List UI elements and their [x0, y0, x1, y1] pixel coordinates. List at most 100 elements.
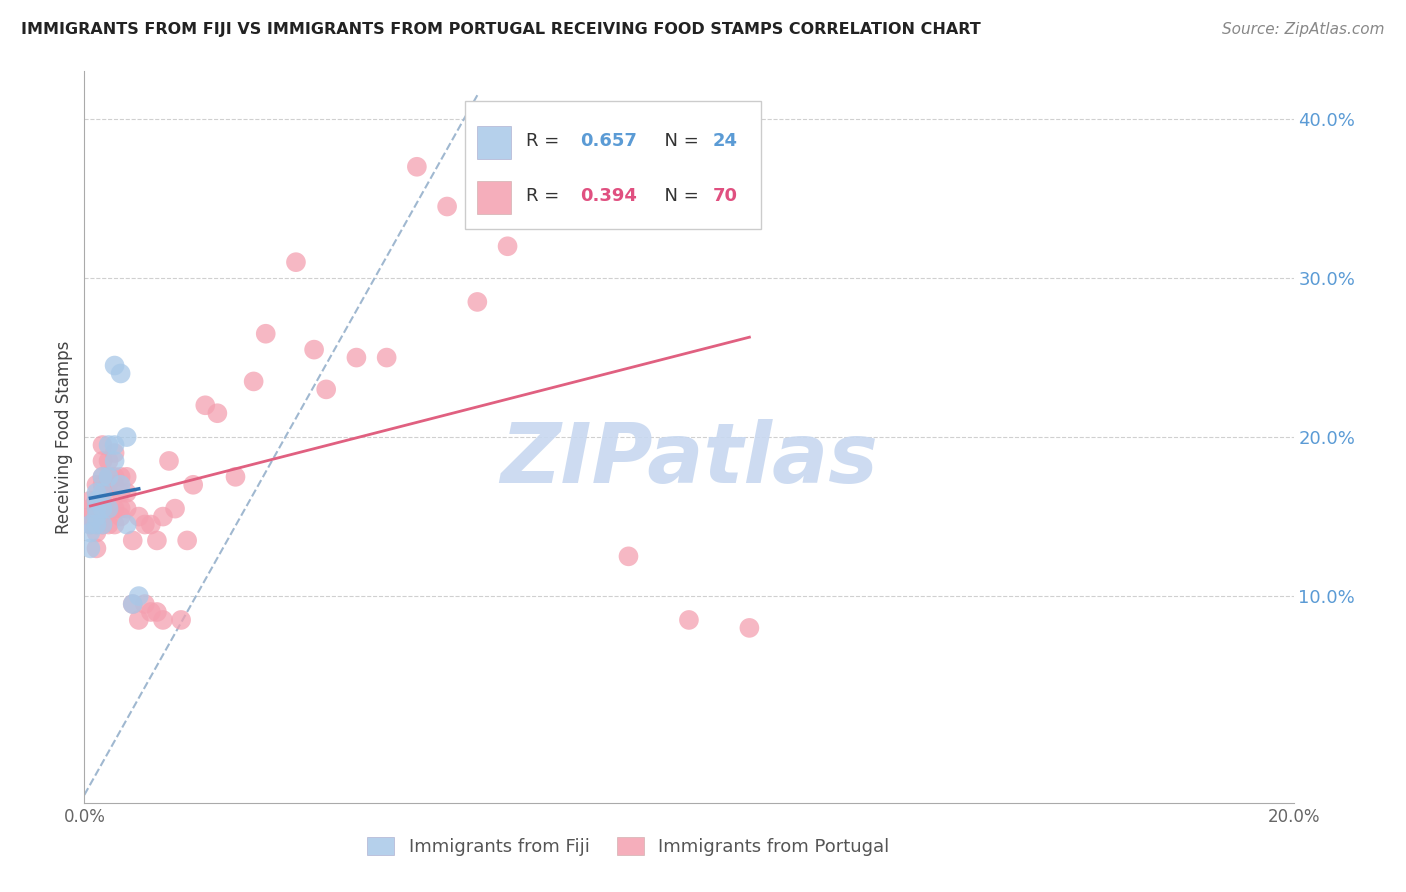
- Point: [86, 485, 108, 500]
- Legend: Immigrants from Fiji, Immigrants from Portugal: Immigrants from Fiji, Immigrants from Po…: [360, 830, 897, 863]
- Point: [86, 517, 108, 532]
- Point: [86, 525, 108, 540]
- Point: [115, 470, 138, 484]
- Point: [97, 470, 120, 484]
- Point: [285, 255, 308, 269]
- Text: N =: N =: [652, 132, 704, 150]
- Point: [165, 501, 187, 516]
- Point: [104, 454, 127, 468]
- Point: [86, 517, 108, 532]
- Point: [79, 541, 101, 556]
- Point: [139, 517, 162, 532]
- Point: [128, 613, 150, 627]
- Point: [242, 375, 264, 389]
- Point: [315, 383, 337, 397]
- Point: [110, 367, 132, 381]
- Point: [146, 533, 169, 548]
- Point: [91, 517, 114, 532]
- Text: N =: N =: [652, 186, 704, 204]
- Point: [115, 501, 138, 516]
- Text: 0.657: 0.657: [581, 132, 637, 150]
- Point: [181, 477, 204, 491]
- Point: [104, 446, 127, 460]
- Point: [91, 470, 114, 484]
- Point: [170, 613, 193, 627]
- Point: [157, 454, 180, 468]
- Point: [104, 501, 127, 516]
- Point: [146, 605, 169, 619]
- Point: [97, 485, 120, 500]
- Point: [302, 343, 325, 357]
- Text: 24: 24: [713, 132, 738, 150]
- Point: [738, 621, 761, 635]
- Point: [91, 501, 114, 516]
- Point: [110, 477, 132, 491]
- Point: [86, 493, 108, 508]
- Point: [91, 454, 114, 468]
- Point: [121, 597, 143, 611]
- Point: [110, 470, 132, 484]
- Point: [176, 533, 198, 548]
- Point: [115, 430, 138, 444]
- Point: [134, 597, 156, 611]
- Point: [79, 501, 101, 516]
- Text: Source: ZipAtlas.com: Source: ZipAtlas.com: [1222, 22, 1385, 37]
- FancyBboxPatch shape: [465, 101, 762, 228]
- Point: [79, 525, 101, 540]
- Text: 0.394: 0.394: [581, 186, 637, 204]
- Point: [91, 470, 114, 484]
- Point: [496, 239, 519, 253]
- Point: [207, 406, 229, 420]
- Point: [79, 493, 101, 508]
- FancyBboxPatch shape: [478, 127, 512, 159]
- Point: [104, 517, 127, 532]
- Point: [346, 351, 368, 365]
- Text: R =: R =: [526, 132, 565, 150]
- Point: [557, 184, 579, 198]
- Point: [110, 509, 132, 524]
- Point: [139, 605, 162, 619]
- Point: [678, 613, 700, 627]
- Point: [436, 200, 458, 214]
- Point: [86, 541, 108, 556]
- Point: [97, 470, 120, 484]
- Point: [97, 501, 120, 516]
- Point: [254, 326, 277, 341]
- Text: R =: R =: [526, 186, 565, 204]
- Point: [91, 477, 114, 491]
- Point: [115, 485, 138, 500]
- Point: [91, 517, 114, 532]
- Point: [152, 509, 174, 524]
- Point: [128, 509, 150, 524]
- Point: [91, 501, 114, 516]
- Point: [121, 597, 143, 611]
- Point: [86, 509, 108, 524]
- Point: [86, 501, 108, 516]
- Point: [134, 517, 156, 532]
- Point: [110, 501, 132, 516]
- Point: [97, 517, 120, 532]
- Point: [79, 509, 101, 524]
- Point: [467, 294, 489, 309]
- Point: [86, 477, 108, 491]
- Point: [104, 470, 127, 484]
- Point: [86, 501, 108, 516]
- Point: [225, 470, 247, 484]
- Point: [91, 493, 114, 508]
- Point: [104, 359, 127, 373]
- Point: [104, 438, 127, 452]
- Point: [97, 477, 120, 491]
- Text: IMMIGRANTS FROM FIJI VS IMMIGRANTS FROM PORTUGAL RECEIVING FOOD STAMPS CORRELATI: IMMIGRANTS FROM FIJI VS IMMIGRANTS FROM …: [21, 22, 981, 37]
- Point: [86, 493, 108, 508]
- Point: [406, 160, 429, 174]
- Point: [97, 454, 120, 468]
- Point: [91, 438, 114, 452]
- Point: [97, 438, 120, 452]
- Point: [121, 533, 143, 548]
- Point: [128, 589, 150, 603]
- Text: ZIPatlas: ZIPatlas: [501, 418, 877, 500]
- Y-axis label: Receiving Food Stamps: Receiving Food Stamps: [55, 341, 73, 533]
- Point: [375, 351, 398, 365]
- Point: [110, 485, 132, 500]
- Point: [194, 398, 217, 412]
